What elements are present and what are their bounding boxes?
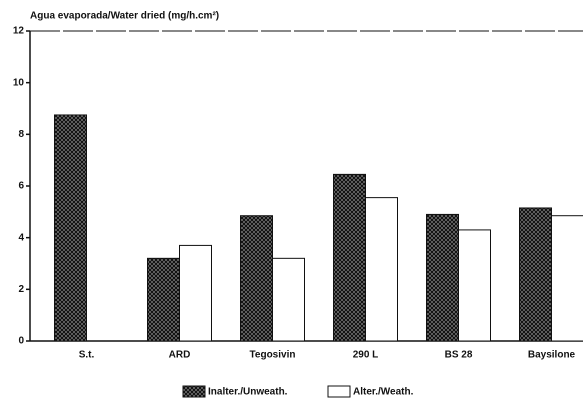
bar	[458, 229, 491, 342]
x-tick-label: S.t.	[79, 350, 95, 361]
bar	[147, 257, 180, 342]
bar	[54, 114, 87, 342]
x-tick-label: 290 L	[353, 350, 379, 361]
bar	[272, 257, 305, 342]
bar	[426, 213, 459, 342]
bar	[551, 215, 583, 342]
bar	[365, 197, 398, 342]
bar	[179, 244, 212, 342]
y-tick-label: 8	[18, 129, 24, 140]
chart-title: Agua evaporada/Water dried (mg/h.cm²)	[30, 11, 219, 22]
legend-swatch	[327, 385, 351, 398]
bar	[333, 173, 366, 342]
y-tick-label: 4	[18, 232, 24, 243]
y-tick-label: 2	[18, 284, 24, 295]
legend-label: Alter./Weath.	[353, 387, 414, 398]
legend-label: Inalter./Unweath.	[208, 387, 288, 398]
y-tick-label: 0	[18, 336, 24, 347]
x-tick-label: ARD	[169, 350, 191, 361]
y-tick-label: 10	[13, 77, 25, 88]
x-tick-label: Tegosivin	[250, 350, 296, 361]
legend-swatch	[182, 385, 206, 398]
y-tick-label: 6	[18, 181, 24, 192]
x-tick-label: Baysilone	[528, 350, 576, 361]
y-tick-label: 12	[13, 26, 25, 37]
bar	[519, 207, 552, 342]
bar	[240, 215, 273, 342]
x-tick-label: BS 28	[445, 350, 473, 361]
